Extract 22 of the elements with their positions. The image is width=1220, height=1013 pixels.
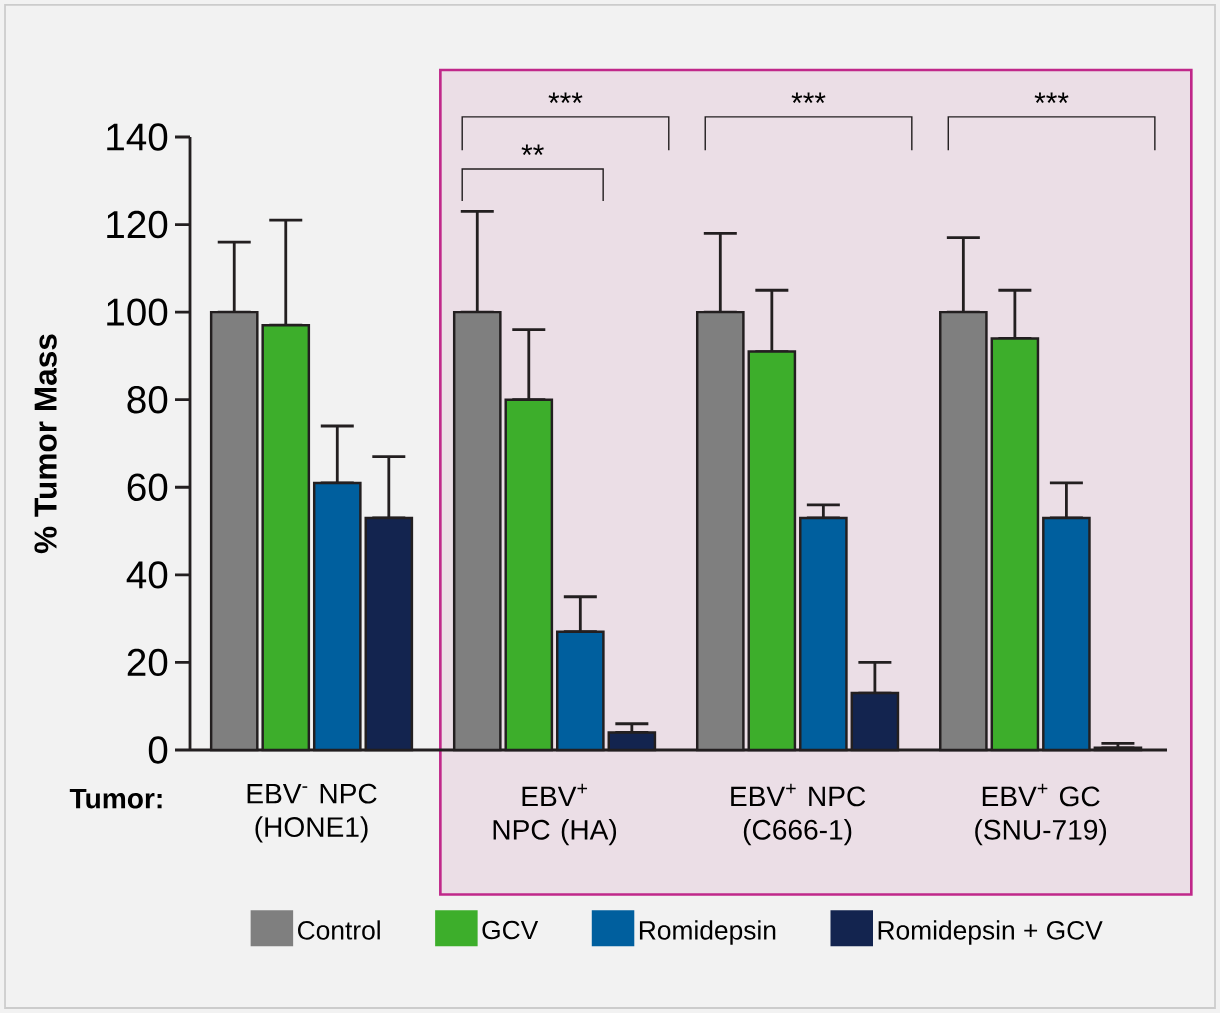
y-tick-label: 100	[107, 298, 168, 326]
x-tick-label: EBV$^{-}$ NPC (HONE1)	[247, 783, 377, 843]
legend-label: Control	[298, 920, 380, 940]
category-label: EBV$^{+}$ NPC (HA)	[493, 783, 617, 846]
y-tick-label: 140	[107, 123, 168, 151]
x-tick-label: EBV$^{+}$ NPC (C666-1)	[731, 783, 866, 846]
y-tick-label: 120	[107, 210, 168, 239]
x-tick-label: EBV$^{+}$ GC (SNU-719)	[975, 783, 1107, 846]
text: ***	[1034, 92, 1069, 103]
legend-label: Romidepsin + GCV	[878, 920, 1103, 945]
text: Tumor:	[69, 788, 162, 809]
y-tick-label: 40	[126, 561, 168, 589]
annotation: **	[521, 144, 544, 156]
text: ***	[791, 92, 826, 103]
y-axis-title: % Tumor Mass	[34, 334, 57, 554]
y-tick-label: 0	[148, 736, 168, 764]
y-tick-label: 60	[127, 473, 168, 501]
legend-label: GCV	[482, 920, 539, 940]
text: ***	[548, 92, 583, 103]
y-tick-label: 20	[127, 648, 168, 677]
legend-label: Romidepsin	[639, 920, 776, 945]
y-tick-label: 80	[127, 386, 168, 414]
